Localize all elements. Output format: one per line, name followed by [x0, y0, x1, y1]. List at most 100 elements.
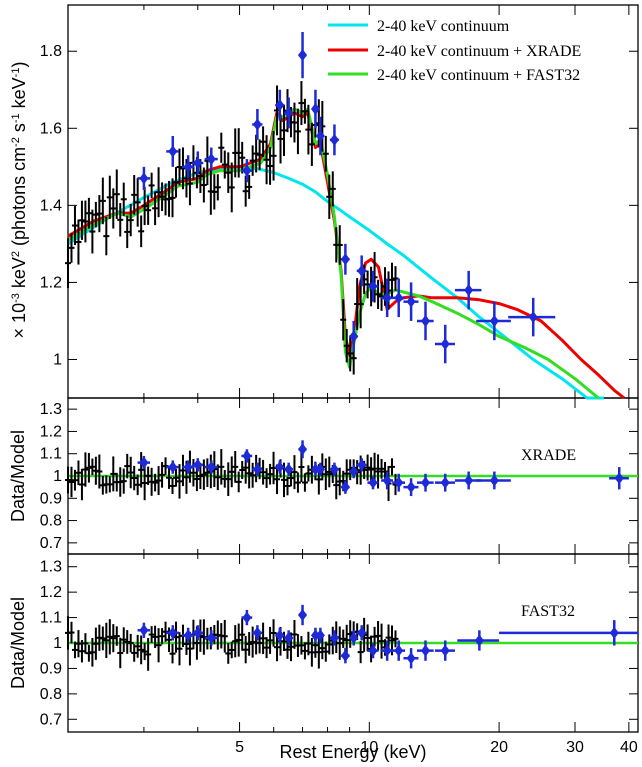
binned-data-marker — [340, 649, 350, 662]
binned-data-marker — [440, 644, 450, 657]
y-tick-label: 0.7 — [40, 711, 62, 728]
binned-data-marker — [349, 631, 359, 644]
x-axis-title: Rest Energy (keV) — [279, 742, 426, 762]
y-tick-label: 1.1 — [40, 610, 62, 627]
y-tick-label: 1.6 — [40, 120, 62, 137]
binned-data-marker — [139, 456, 149, 469]
y-axis-title-fast32: Data/Model — [8, 597, 28, 689]
binned-data-marker — [168, 145, 178, 158]
binned-data-marker — [368, 644, 378, 657]
binned-data-marker — [528, 311, 538, 324]
y-axis-title-xrade: Data/Model — [8, 430, 28, 522]
binned-data-marker — [242, 164, 252, 177]
binned-data-marker — [183, 160, 193, 173]
binned-data-marker — [183, 461, 193, 474]
binned-data-marker — [368, 476, 378, 489]
binned-data-marker — [206, 461, 216, 474]
binned-data-marker — [394, 476, 404, 489]
binned-data-marker — [298, 443, 308, 456]
y-tick-label: 0.9 — [40, 660, 62, 677]
binned-data-marker — [382, 291, 392, 304]
binned-data-marker — [464, 284, 474, 297]
binned-data-marker — [489, 314, 499, 327]
legend-label-continuum: 2-40 keV continuum — [377, 18, 510, 35]
binned-data-marker — [474, 634, 484, 647]
binned-data-marker — [394, 291, 404, 304]
binned-data-marker — [329, 463, 339, 476]
legend-label-xrade: 2-40 keV continuum + XRADE — [377, 43, 581, 60]
binned-data-marker — [310, 463, 320, 476]
x-tick-label: 5 — [235, 739, 244, 756]
binned-data-marker — [421, 314, 431, 327]
panel-label-xrade: XRADE — [521, 447, 576, 464]
y-tick-label: 1.3 — [40, 559, 62, 576]
binned-data-marker — [315, 130, 325, 142]
binned-data-marker — [382, 644, 392, 657]
binned-data-marker — [357, 264, 367, 277]
binned-data-marker — [421, 644, 431, 657]
binned-data-marker — [440, 476, 450, 489]
x-tick-label: 30 — [566, 739, 584, 756]
binned-data-marker — [252, 463, 262, 476]
binned-data-marker — [242, 611, 252, 624]
y-tick-label: 1 — [53, 351, 62, 368]
y-tick-label: 1.4 — [40, 197, 62, 214]
y-tick-label: 1 — [53, 635, 62, 652]
x-tick-label: 40 — [620, 739, 638, 756]
binned-data-marker — [310, 103, 320, 116]
binned-data-marker — [349, 465, 359, 478]
y-tick-label: 1 — [53, 468, 62, 485]
data-points — [65, 31, 638, 671]
tick-labels: 1 1.2 1.4 1.6 1.8 0.7 0.8 0.9 1 1.1 1.2 1.3 0.7 0.8 0.… — [40, 43, 638, 756]
binned-data-marker — [168, 626, 178, 639]
y-tick-label: 1.2 — [40, 584, 62, 601]
y-tick-label: 0.8 — [40, 686, 62, 703]
binned-data-marker — [298, 49, 308, 62]
legend: 2-40 keV continuum 2-40 keV continuum + … — [328, 18, 581, 84]
binned-data-marker — [440, 338, 450, 351]
binned-data-marker — [329, 631, 339, 644]
binned-data-marker — [206, 631, 216, 644]
binned-data-marker — [298, 609, 308, 622]
binned-data-marker — [382, 474, 392, 487]
binned-data-marker — [406, 652, 416, 665]
binned-data-marker — [275, 629, 285, 642]
binned-data-marker — [368, 280, 378, 293]
binned-data-marker — [193, 626, 203, 639]
y-tick-label: 0.9 — [40, 490, 62, 507]
binned-data-marker — [406, 295, 416, 308]
binned-data-marker — [183, 629, 193, 642]
y-tick-label: 1.2 — [40, 423, 62, 440]
binned-data-marker — [139, 172, 149, 185]
binned-data-marker — [406, 481, 416, 494]
binned-data-marker — [310, 629, 320, 642]
y-tick-label: 1.3 — [40, 401, 62, 418]
binned-data-marker — [168, 461, 178, 474]
binned-data-marker — [284, 463, 294, 476]
binned-data-marker — [349, 330, 359, 343]
model-curves — [67, 107, 638, 645]
binned-data-marker — [275, 461, 285, 474]
binned-data-marker — [464, 474, 474, 487]
binned-data-marker — [193, 458, 203, 471]
legend-label-fast32: 2-40 keV continuum + FAST32 — [377, 67, 580, 84]
model-curve-2 — [67, 107, 600, 400]
binned-data-marker — [275, 99, 285, 112]
binned-data-marker — [315, 629, 325, 642]
y-tick-label: 1.1 — [40, 446, 62, 463]
binned-data-marker — [340, 253, 350, 266]
panel-label-fast32: FAST32 — [521, 603, 575, 620]
binned-data-marker — [357, 458, 367, 471]
binned-data-marker — [242, 449, 252, 462]
binned-data-marker — [357, 626, 367, 639]
binned-data-marker — [315, 463, 325, 476]
x-tick-label: 20 — [490, 739, 508, 756]
binned-data-marker — [252, 118, 262, 131]
binned-data-marker — [139, 624, 149, 637]
binned-data-marker — [421, 476, 431, 489]
y-tick-label: 1.8 — [40, 43, 62, 60]
y-axis-title-spectrum: × 10-3 keV2 (photons cm-2 s-1 keV-1) — [9, 62, 29, 339]
binned-data-marker — [284, 106, 294, 119]
binned-data-marker — [609, 626, 619, 639]
